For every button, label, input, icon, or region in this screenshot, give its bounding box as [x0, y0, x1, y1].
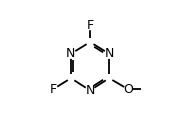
Text: F: F	[49, 83, 56, 96]
Text: F: F	[86, 18, 94, 32]
Circle shape	[86, 86, 95, 95]
Circle shape	[48, 85, 57, 94]
Circle shape	[124, 85, 132, 93]
Text: N: N	[85, 84, 95, 97]
Text: O: O	[123, 83, 133, 96]
Circle shape	[66, 49, 75, 58]
Circle shape	[86, 21, 95, 30]
Text: N: N	[105, 47, 114, 60]
Text: N: N	[66, 47, 76, 60]
Circle shape	[105, 49, 114, 58]
